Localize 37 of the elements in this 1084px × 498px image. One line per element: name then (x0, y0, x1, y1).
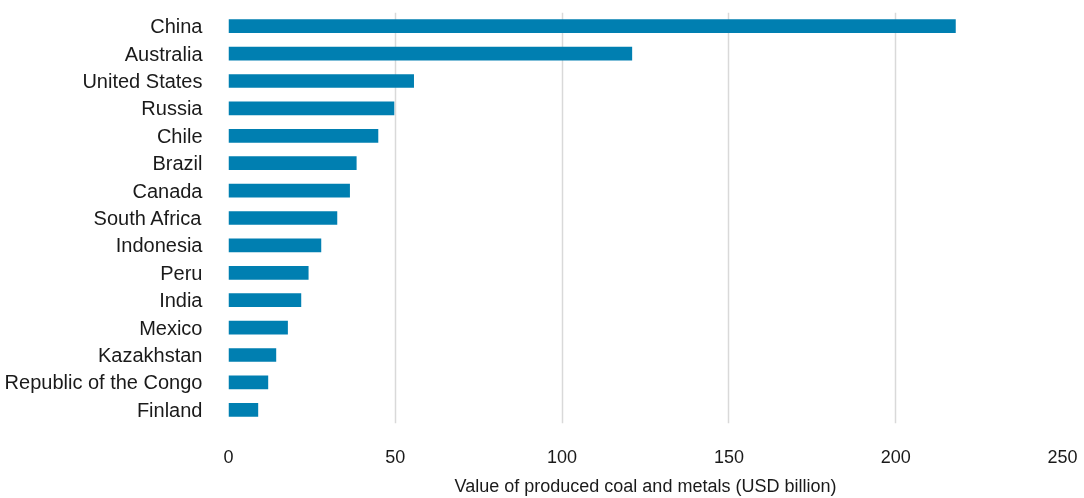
bar (228, 183, 350, 198)
x-tick-label: 0 (223, 446, 234, 467)
y-tick-label: Chile (156, 124, 203, 147)
bar (228, 211, 338, 225)
bar (228, 238, 322, 253)
bar (228, 320, 288, 335)
y-tick-label: Russia (141, 97, 204, 120)
y-tick-label: United States (82, 70, 203, 92)
y-tick-label: Peru (160, 261, 203, 284)
bar (228, 46, 633, 61)
y-tick-label: Australia (124, 42, 204, 65)
y-tick-label: Indonesia (115, 234, 204, 257)
bar (228, 293, 302, 308)
y-tick-label: India (159, 289, 204, 312)
bar (228, 375, 269, 390)
x-tick-label: 200 (880, 446, 911, 467)
y-tick-label: Finland (136, 398, 203, 421)
bar (228, 348, 277, 362)
y-tick-label: Canada (132, 179, 204, 202)
bar (228, 265, 309, 280)
x-tick-label: 150 (713, 446, 744, 467)
bar (228, 19, 956, 34)
x-tick-label: 100 (547, 446, 578, 467)
y-tick-label: Kazakhstan (97, 344, 203, 366)
x-tick-label: 250 (1047, 446, 1078, 467)
x-axis-title: Value of produced coal and metals (USD billion) (454, 475, 837, 496)
y-tick-label: Mexico (139, 316, 203, 339)
y-tick-label: Brazil (152, 152, 203, 175)
bar (228, 128, 379, 143)
y-tick-label: Republic of the Congo (4, 371, 203, 394)
x-tick-label: 50 (385, 446, 406, 467)
bar (228, 402, 259, 417)
bar (228, 74, 414, 88)
bar (228, 101, 395, 116)
y-tick-label: South Africa (93, 207, 203, 229)
bar (228, 156, 357, 171)
y-tick-label: China (150, 15, 204, 38)
